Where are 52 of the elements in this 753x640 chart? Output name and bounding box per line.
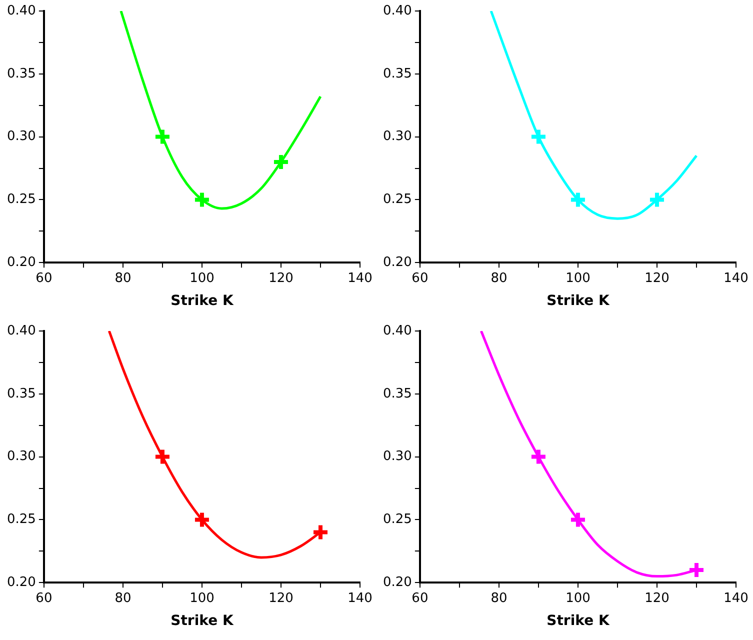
line-series	[490, 11, 698, 220]
line-series	[120, 11, 322, 210]
x-axis-title: Strike K	[546, 613, 610, 630]
point	[568, 510, 587, 529]
x-axis-title: Strike K	[546, 293, 610, 310]
y-tick-label: 0.25	[382, 192, 412, 208]
x-axis-title: Strike K	[170, 293, 234, 310]
y-tick-label: 0.30	[382, 449, 412, 464]
x-tick-label: 80	[114, 590, 132, 606]
x-tick-label: 140	[724, 270, 748, 286]
x-tick-label: 80	[114, 270, 132, 286]
x-tick-label: 120	[268, 590, 294, 606]
point	[153, 128, 172, 146]
y-tick-label: 0.35	[6, 66, 36, 82]
y-tick-label: 0.25	[382, 512, 412, 528]
x-tick-label: 60	[36, 270, 52, 286]
y-tick-label: 0.40	[6, 3, 36, 18]
y-tick-label: 0.40	[6, 323, 36, 338]
x-tick-label: 140	[724, 590, 748, 606]
y-tick-label: 0.35	[6, 386, 36, 402]
x-tick-label: 80	[490, 270, 508, 286]
y-tick-label: 0.20	[6, 574, 36, 590]
y-tick-label: 0.20	[6, 254, 36, 270]
x-tick-label: 140	[348, 270, 372, 286]
y-tick-label: 0.30	[382, 129, 412, 144]
y-tick-label: 0.20	[382, 574, 412, 590]
x-tick-label: 140	[348, 590, 372, 606]
point	[192, 190, 211, 209]
y-tick-label: 0.20	[382, 254, 412, 270]
x-tick-label: 120	[644, 270, 670, 286]
x-tick-label: 120	[644, 590, 670, 606]
y-tick-label: 0.30	[6, 129, 36, 144]
x-tick-label: 60	[412, 270, 428, 286]
x-tick-label: 120	[268, 270, 294, 286]
x-tick-label: 80	[490, 590, 508, 606]
y-tick-label: 0.35	[382, 386, 412, 402]
x-tick-label: 100	[566, 270, 590, 286]
x-tick-label: 100	[190, 270, 214, 286]
x-tick-label: 60	[412, 590, 428, 606]
x-tick-label: 100	[566, 590, 590, 606]
y-tick-label: 0.35	[382, 66, 412, 82]
x-axis-title: Strike K	[170, 613, 234, 630]
x-tick-label: 100	[190, 590, 214, 606]
point	[529, 448, 548, 466]
point	[153, 448, 172, 466]
y-tick-label: 0.25	[6, 192, 36, 208]
point	[192, 510, 211, 529]
y-tick-label: 0.40	[382, 3, 412, 18]
y-tick-label: 0.30	[6, 449, 36, 464]
y-tick-label: 0.25	[6, 512, 36, 528]
x-tick-label: 60	[36, 590, 52, 606]
y-tick-label: 0.40	[382, 323, 412, 338]
